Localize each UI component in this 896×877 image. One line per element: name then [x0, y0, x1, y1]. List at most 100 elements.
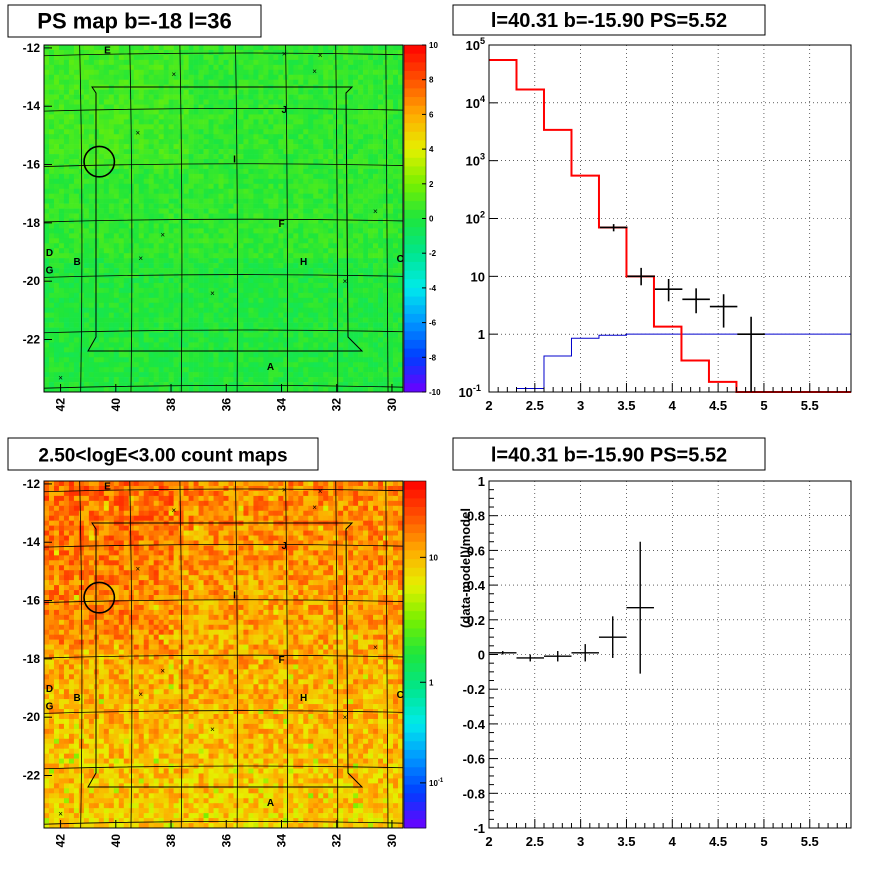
map-pixel: [208, 149, 214, 155]
map-pixel: [198, 203, 204, 209]
map-pixel: [323, 268, 329, 274]
map-pixel: [288, 45, 294, 51]
map-pixel: [273, 337, 279, 343]
map-pixel: [48, 233, 55, 239]
map-pixel: [63, 119, 70, 125]
map-pixel: [93, 273, 100, 279]
map-pixel: [118, 94, 125, 100]
map-pixel: [173, 144, 179, 150]
map-pixel: [108, 317, 115, 323]
map-pixel: [228, 292, 234, 299]
map-pixel: [238, 183, 244, 190]
map-pixel: [173, 124, 179, 130]
map-pixel: [338, 253, 344, 259]
map-pixel: [363, 203, 369, 209]
map-pixel: [248, 154, 254, 160]
map-pixel: [208, 74, 214, 80]
map-pixel: [63, 134, 70, 140]
map-pixel: [248, 377, 254, 383]
map-pixel: [238, 69, 244, 76]
map-pixel: [44, 168, 50, 175]
map-pixel: [263, 258, 269, 264]
map-pixel: [273, 277, 279, 284]
map-pixel: [353, 218, 359, 224]
map-pixel: [73, 139, 80, 145]
map-pixel: [143, 178, 150, 185]
map-pixel: [283, 248, 289, 254]
map-pixel: [373, 332, 379, 338]
map-pixel: [298, 149, 304, 155]
map-pixel: [288, 342, 294, 348]
map-pixel: [253, 317, 259, 323]
map-pixel: [308, 277, 314, 284]
map-pixel: [143, 109, 150, 115]
map-pixel: [78, 382, 85, 388]
map-pixel: [393, 228, 399, 234]
map-pixel: [398, 372, 404, 378]
map-pixel: [343, 228, 349, 234]
map-pixel: [228, 124, 234, 130]
map-pixel: [293, 243, 299, 249]
map-pixel: [258, 307, 264, 313]
map-pixel: [243, 159, 249, 165]
map-pixel: [123, 54, 130, 61]
map-pixel: [273, 228, 279, 234]
map-pixel: [313, 377, 319, 383]
map-pixel: [73, 168, 80, 175]
map-pixel: [288, 159, 294, 165]
map-pixel: [108, 89, 115, 95]
map-pixel: [188, 49, 194, 56]
map-pixel: [298, 228, 304, 234]
map-pixel: [283, 218, 289, 224]
map-pixel: [188, 307, 194, 313]
map-pixel: [223, 282, 229, 289]
map-pixel: [233, 45, 239, 51]
map-pixel: [253, 163, 259, 170]
map-pixel: [258, 144, 264, 150]
map-pixel: [228, 163, 234, 170]
map-pixel: [88, 228, 95, 234]
map-pixel: [153, 273, 159, 279]
map-pixel: [53, 322, 60, 328]
map-pixel: [228, 233, 234, 239]
map-pixel: [44, 203, 50, 209]
map-pixel: [238, 94, 244, 100]
map-pixel: [168, 119, 174, 125]
map-pixel: [313, 362, 319, 368]
map-pixel: [328, 287, 334, 294]
map-pixel: [243, 203, 249, 209]
map-pixel: [338, 109, 344, 115]
map-pixel: [53, 129, 60, 135]
map-pixel: [83, 69, 90, 76]
map-pixel: [363, 307, 369, 313]
map-pixel: [113, 168, 120, 175]
map-pixel: [388, 223, 394, 229]
map-pixel: [53, 79, 60, 85]
map-pixel: [133, 203, 140, 209]
map-pixel: [163, 183, 169, 190]
map-pixel: [323, 168, 329, 175]
map-pixel: [198, 144, 204, 150]
map-pixel: [303, 144, 309, 150]
map-pixel: [373, 79, 379, 85]
map-pixel: [348, 322, 354, 328]
map-pixel: [163, 89, 169, 95]
map-pixel: [378, 258, 384, 264]
map-pixel: [238, 307, 244, 313]
map-pixel: [293, 362, 299, 368]
map-pixel: [53, 74, 60, 80]
map-pixel: [213, 312, 219, 318]
map-pixel: [268, 268, 274, 274]
map-pixel: [148, 307, 154, 313]
map-pixel: [183, 54, 189, 61]
map-pixel: [118, 287, 125, 294]
map-pixel: [138, 119, 145, 125]
map-pixel: [208, 49, 214, 56]
map-pixel: [318, 347, 324, 353]
map-pixel: [108, 347, 115, 353]
map-pixel: [228, 282, 234, 289]
map-pixel: [208, 322, 214, 328]
map-pixel: [48, 54, 55, 61]
map-pixel: [113, 119, 120, 125]
map-pixel: [348, 347, 354, 353]
